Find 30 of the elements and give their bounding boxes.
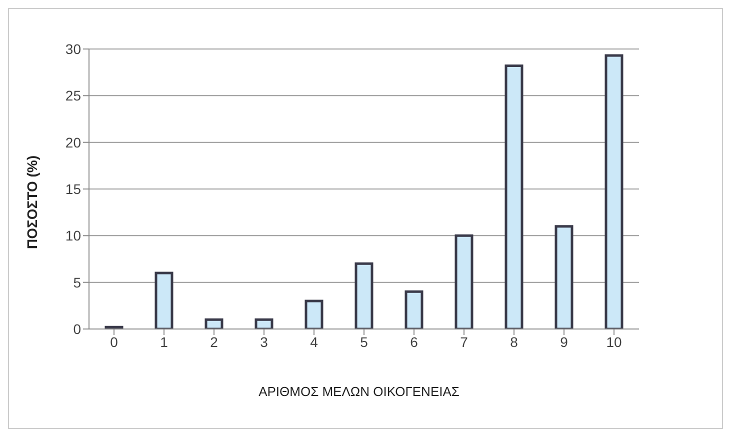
- x-tick-label: 10: [606, 334, 622, 350]
- x-tick-label: 2: [210, 334, 218, 350]
- y-tick-label: 20: [65, 134, 82, 150]
- bar: [304, 300, 324, 329]
- y-tick-label: 25: [65, 88, 82, 104]
- bar: [354, 262, 374, 329]
- bar: [554, 225, 574, 329]
- x-tick-label: 9: [560, 334, 568, 350]
- bar: [254, 318, 274, 329]
- x-tick-label: 8: [510, 334, 518, 350]
- x-tick-label: 1: [160, 334, 168, 350]
- y-tick-label: 10: [65, 228, 82, 244]
- x-tick-label: 3: [260, 334, 268, 350]
- x-tick-label: 4: [310, 334, 318, 350]
- x-tick-label: 7: [460, 334, 468, 350]
- x-tick-label: 0: [110, 334, 118, 350]
- bar: [454, 234, 474, 329]
- y-tick-label: 15: [65, 180, 82, 197]
- y-axis-title: ΠΟΣΟΣΤΟ (%): [24, 155, 40, 249]
- bar: [204, 318, 224, 329]
- y-tick-label: 0: [73, 320, 82, 337]
- x-tick-label: 6: [410, 334, 418, 350]
- bar: [404, 290, 424, 329]
- bar: [154, 272, 174, 329]
- x-axis-title: ΑΡΙΘΜΟΣ ΜΕΛΩΝ ΟΙΚΟΓΕΝΕΙΑΣ: [258, 384, 460, 399]
- y-tick-label: 30: [65, 40, 82, 57]
- bar: [604, 54, 624, 329]
- bar: [504, 64, 524, 329]
- y-tick-label: 5: [73, 274, 82, 290]
- x-tick-label: 5: [360, 334, 368, 350]
